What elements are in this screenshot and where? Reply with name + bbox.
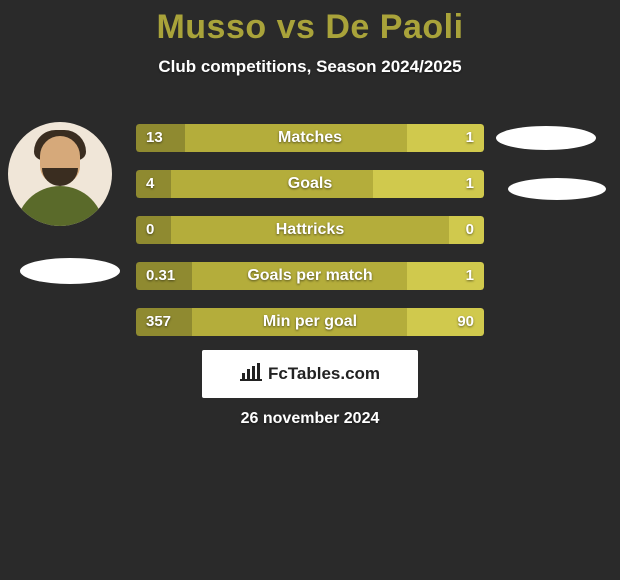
subtitle: Club competitions, Season 2024/2025 xyxy=(0,57,620,77)
attribution-text: FcTables.com xyxy=(268,364,380,384)
date-label: 26 november 2024 xyxy=(0,410,620,428)
stat-row: 0.311Goals per match xyxy=(136,262,484,290)
stat-row: 131Matches xyxy=(136,124,484,152)
stat-label: Hattricks xyxy=(136,216,484,244)
stat-row: 35790Min per goal xyxy=(136,308,484,336)
stat-row: 41Goals xyxy=(136,170,484,198)
stat-row: 00Hattricks xyxy=(136,216,484,244)
player-left-avatar xyxy=(8,122,112,226)
attribution-badge: FcTables.com xyxy=(202,350,418,398)
page-title: Musso vs De Paoli xyxy=(0,0,620,47)
comparison-bars: 131Matches 41Goals 00Hattricks 0.311Goals p… xyxy=(136,124,484,354)
avatar-shoulders xyxy=(16,186,104,226)
stat-label: Min per goal xyxy=(136,308,484,336)
player-right-placeholder xyxy=(508,178,606,200)
player-right-avatar-placeholder xyxy=(496,126,596,150)
stat-label: Goals per match xyxy=(136,262,484,290)
avatar-beard xyxy=(42,168,78,186)
stat-label: Goals xyxy=(136,170,484,198)
player-left-placeholder xyxy=(20,258,120,284)
chart-icon xyxy=(240,363,262,386)
stat-label: Matches xyxy=(136,124,484,152)
